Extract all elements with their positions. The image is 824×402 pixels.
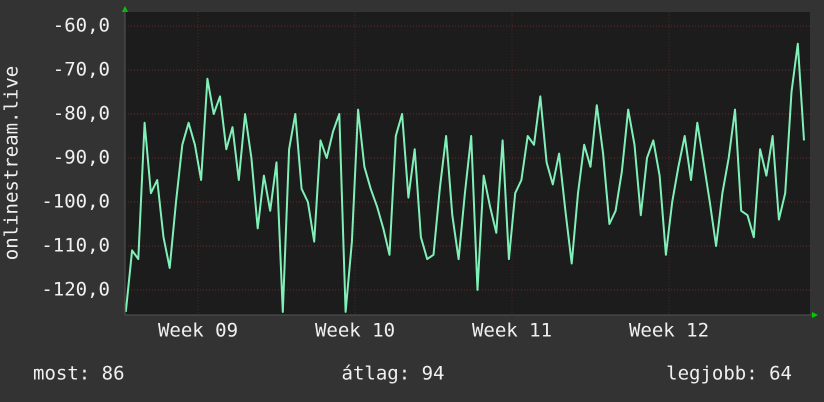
y-tick-label: -100,0 — [41, 190, 110, 212]
y-tick-label: -110,0 — [41, 234, 110, 256]
y-tick-label: -60,0 — [53, 15, 110, 37]
data-line — [124, 42, 805, 313]
x-tick-label: Week 10 — [315, 320, 395, 342]
axis-arrow — [122, 6, 128, 12]
footer-best: legjobb: 64 — [666, 363, 792, 385]
y-tick-label: -120,0 — [41, 278, 110, 300]
y-tick-label: -80,0 — [53, 103, 110, 125]
y-axis-label: onlinestream.live — [1, 66, 23, 260]
x-tick-label: Week 11 — [472, 320, 552, 342]
x-tick-label: Week 09 — [158, 320, 238, 342]
footer-current: most: 86 — [33, 363, 125, 385]
y-tick-label: -70,0 — [53, 59, 110, 81]
footer-average: átlag: 94 — [342, 363, 445, 385]
axis-arrow — [812, 312, 818, 318]
y-tick-label: -90,0 — [53, 147, 110, 169]
x-tick-label: Week 12 — [629, 320, 709, 342]
